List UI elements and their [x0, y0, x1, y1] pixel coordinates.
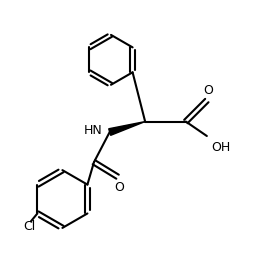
Text: OH: OH [211, 141, 231, 154]
Text: O: O [203, 84, 213, 97]
Text: Cl: Cl [23, 220, 35, 233]
Polygon shape [109, 122, 145, 135]
Text: HN: HN [84, 124, 102, 137]
Text: O: O [114, 181, 124, 194]
